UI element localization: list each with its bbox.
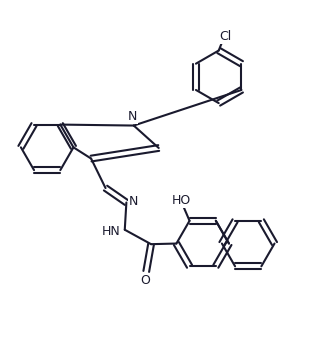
- Text: Cl: Cl: [219, 30, 231, 43]
- Text: O: O: [141, 274, 151, 287]
- Text: N: N: [128, 110, 137, 123]
- Text: HO: HO: [172, 194, 191, 207]
- Text: N: N: [129, 195, 138, 208]
- Text: HN: HN: [102, 225, 121, 238]
